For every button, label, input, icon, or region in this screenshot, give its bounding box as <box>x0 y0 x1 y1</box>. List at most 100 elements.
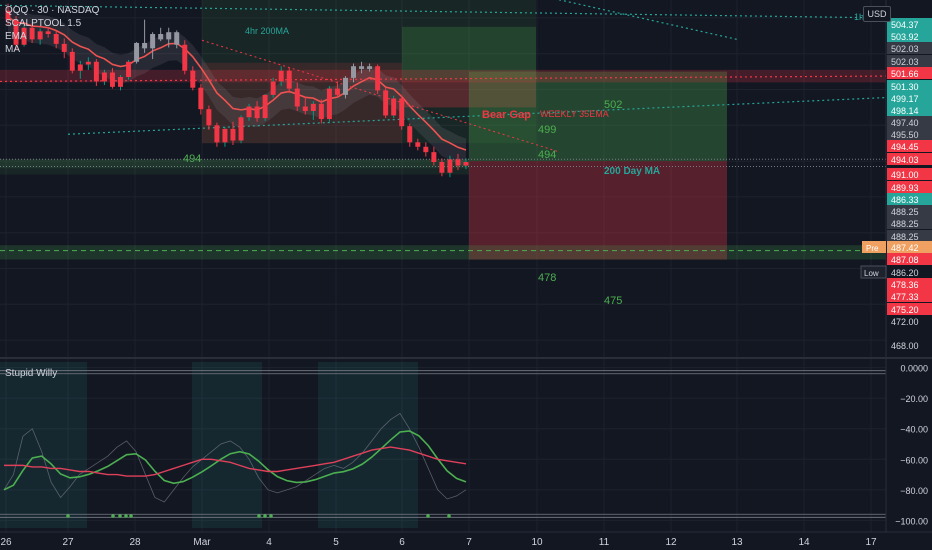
candle-body <box>101 72 107 82</box>
zone-low-band2 <box>0 168 469 175</box>
candle-body <box>174 32 180 45</box>
candle-body <box>270 81 276 95</box>
candle-body <box>310 103 316 111</box>
candle-body <box>77 64 83 71</box>
symbol-title[interactable]: QQQ · 30 · NASDAQ <box>5 5 100 16</box>
label-bear-gap: Bear Gap <box>482 109 531 121</box>
time-axis-label: 13 <box>731 537 743 548</box>
price-tag-bg <box>887 116 932 128</box>
label-level-502: 502 <box>604 99 622 111</box>
osc-zone <box>0 362 87 528</box>
indicator-scalptool[interactable]: SCALPTOOL 1.5 <box>5 18 82 29</box>
candle-body <box>294 88 300 107</box>
ema-ribbon <box>8 5 466 167</box>
price-tag-bg <box>887 303 932 315</box>
currency-button[interactable]: USD <box>863 6 891 22</box>
candle-body <box>351 66 356 78</box>
price-axis-label: 501.30 <box>891 82 919 92</box>
price-tag-bg <box>887 42 932 54</box>
label-level-494-right: 494 <box>538 149 556 161</box>
candle-body <box>29 27 35 40</box>
time-axis-label: Mar <box>193 537 211 548</box>
price-axis-label: 495.50 <box>891 130 919 140</box>
osc-axis-label: −60.00 <box>900 455 928 465</box>
price-axis-label: 486.20 <box>891 268 919 278</box>
indicator-ma[interactable]: MA <box>5 44 20 55</box>
price-tag-bg <box>887 193 932 205</box>
time-axis-label: 26 <box>0 537 12 548</box>
price-tag-bg <box>887 55 932 67</box>
price-tag-bg <box>887 153 932 165</box>
candle-body <box>118 76 123 87</box>
pre-tag-bg <box>862 241 886 253</box>
label-weekly-35ema: WEEKLY 35EMA <box>540 109 609 119</box>
price-axis-label: 472.00 <box>891 317 919 327</box>
candle-body <box>399 98 405 127</box>
zone-red-bear <box>402 80 536 108</box>
candle-body <box>206 109 212 126</box>
candle-body <box>455 159 461 166</box>
indicator-ema[interactable]: EMA <box>5 31 27 42</box>
candle-body <box>158 34 164 40</box>
osc-signal-dot <box>129 514 133 518</box>
time-axis-label: 4 <box>266 537 272 548</box>
price-axis-label: 486.33 <box>891 195 919 205</box>
price-axis-label: 502.03 <box>891 57 919 67</box>
candle-body <box>93 61 99 82</box>
price-tag-bg <box>887 92 932 104</box>
time-axis-label: 6 <box>399 537 405 548</box>
candle-body <box>383 90 389 116</box>
low-tag-bg <box>860 265 887 279</box>
price-tag-bg <box>887 217 932 229</box>
low-tag: Low <box>864 269 879 278</box>
candle-body <box>238 117 244 141</box>
candle-body <box>318 103 324 120</box>
time-axis-label: 27 <box>62 537 74 548</box>
price-axis-label: 488.25 <box>891 207 919 217</box>
osc-signal-dot <box>118 514 122 518</box>
price-axis-label: 488.25 <box>891 232 919 242</box>
price-tag-bg <box>887 181 932 193</box>
price-axis-label: 499.17 <box>891 94 919 104</box>
price-axis-label: 487.08 <box>891 255 919 265</box>
price-axis-label: 489.93 <box>891 183 919 193</box>
zone-green-upper <box>202 0 536 144</box>
price-tag-bg <box>887 241 932 253</box>
zone-bear-gap <box>0 69 886 83</box>
candle-body <box>214 125 220 143</box>
candle-body <box>134 42 140 62</box>
time-axis-label: 5 <box>333 537 339 548</box>
candle-body <box>278 70 284 82</box>
price-tag-bg <box>887 205 932 217</box>
label-4hr-200ma: 4hr 200MA <box>245 26 289 36</box>
candle-body <box>222 128 228 143</box>
price-axis-label: 475.20 <box>891 305 919 315</box>
osc-zone <box>318 362 418 528</box>
osc-slow-line <box>4 446 467 477</box>
osc-axis-label: −80.00 <box>900 486 928 496</box>
price-axis-label: 494.45 <box>891 142 919 152</box>
candle-body <box>439 161 445 173</box>
candle-body <box>126 61 132 77</box>
price-axis-label: 468.00 <box>891 341 919 351</box>
time-axis-label: 12 <box>665 537 677 548</box>
candle-body <box>37 31 43 40</box>
time-axis-label: 10 <box>531 537 543 548</box>
candle-body <box>13 19 19 45</box>
price-axis-label: 503.92 <box>891 32 919 42</box>
candle-body <box>53 34 59 44</box>
price-axis-label: 488.25 <box>891 219 919 229</box>
price-axis-label: 478.36 <box>891 280 919 290</box>
candle-body <box>5 10 11 20</box>
price-tag-bg <box>887 104 932 116</box>
price-tag-bg <box>887 230 932 242</box>
label-level-494-left: 494 <box>183 153 201 165</box>
candle-body <box>246 106 252 118</box>
ma-4hr-line-ext <box>557 0 738 40</box>
label-level-499: 499 <box>538 124 556 136</box>
oscillator-title[interactable]: Stupid Willy <box>5 368 58 379</box>
price-tag-bg <box>887 278 932 290</box>
osc-signal-dot <box>426 514 430 518</box>
